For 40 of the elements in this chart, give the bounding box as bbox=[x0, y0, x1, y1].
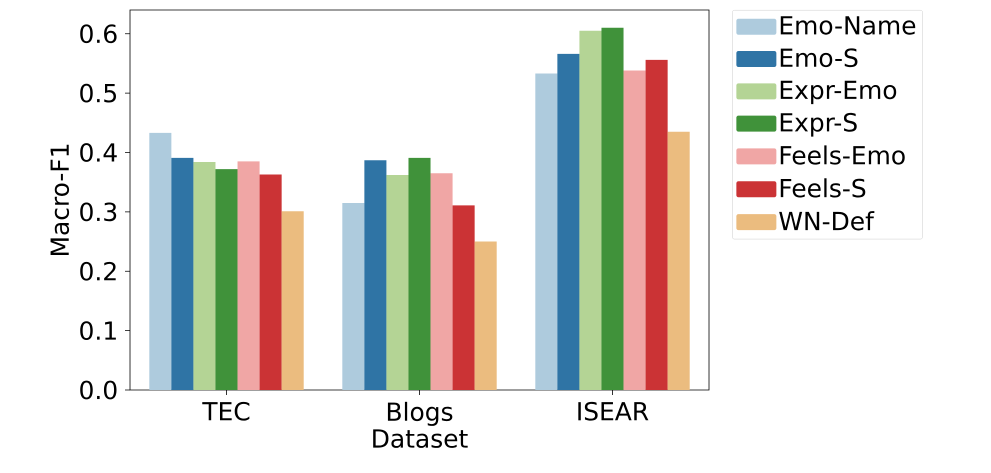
legend-label: WN-Def bbox=[779, 211, 874, 230]
bar bbox=[386, 175, 408, 390]
x-tick-label: ISEAR bbox=[578, 402, 648, 421]
bar bbox=[668, 132, 690, 390]
y-tick-label: 0.3 bbox=[80, 202, 116, 222]
x-axis-title: Dataset bbox=[373, 429, 468, 448]
y-axis-title: Macro-F1 bbox=[50, 144, 70, 256]
legend-label: Feels-Emo bbox=[780, 145, 905, 165]
y-tick-label: 0.0 bbox=[80, 380, 117, 400]
bar bbox=[193, 162, 216, 390]
y-tick-label: 0.4 bbox=[80, 143, 117, 162]
bar bbox=[557, 54, 580, 390]
bar bbox=[149, 132, 172, 390]
bar bbox=[474, 242, 497, 390]
legend-label: Feels-S bbox=[780, 178, 866, 198]
bar bbox=[238, 161, 260, 390]
bar bbox=[342, 202, 364, 390]
bar bbox=[260, 174, 282, 390]
bar bbox=[579, 30, 602, 390]
legend-label: Expr-Emo bbox=[780, 80, 896, 104]
bar bbox=[646, 60, 668, 390]
y-tick-label: 0.1 bbox=[80, 321, 116, 340]
legend-label: Expr-S bbox=[780, 112, 857, 137]
bar bbox=[215, 169, 238, 390]
y-tick-label: 0.6 bbox=[80, 24, 117, 44]
bar bbox=[282, 211, 304, 390]
bar bbox=[601, 28, 624, 390]
bar bbox=[364, 160, 386, 390]
bar bbox=[624, 70, 646, 390]
y-tick-label: 0.2 bbox=[80, 262, 116, 281]
y-tick-label: 0.5 bbox=[80, 84, 116, 103]
bar bbox=[535, 74, 558, 390]
legend-label: Emo-Name bbox=[780, 16, 916, 35]
legend-label: Emo-S bbox=[780, 48, 858, 68]
bar bbox=[430, 173, 453, 390]
bar bbox=[452, 205, 475, 390]
bar bbox=[171, 158, 194, 390]
x-tick-label: TEC bbox=[202, 402, 250, 421]
x-tick-label: Blogs bbox=[388, 402, 452, 426]
bar bbox=[408, 158, 431, 390]
